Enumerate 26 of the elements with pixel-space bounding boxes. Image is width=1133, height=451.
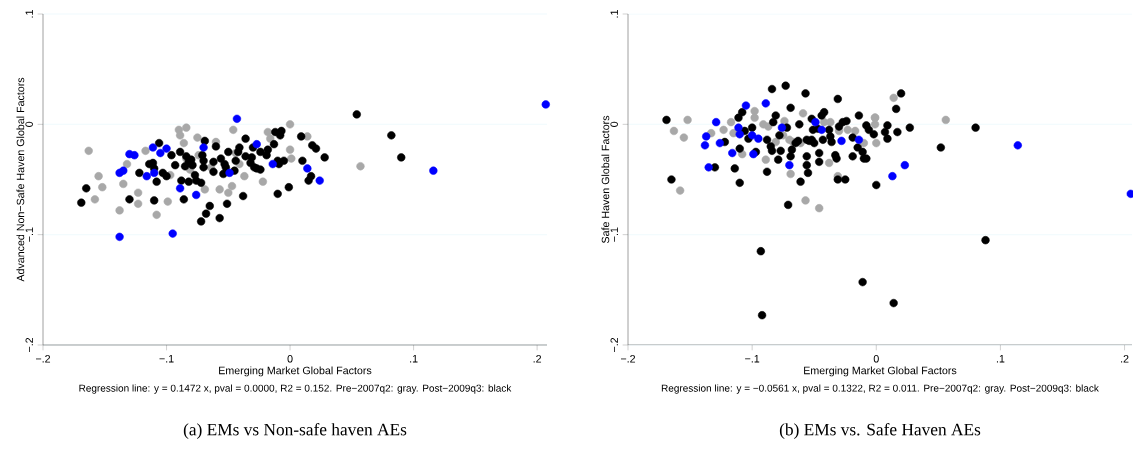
x-axis-title: Emerging Market Global Factors [219, 366, 372, 377]
x-tick-label: 0 [287, 355, 293, 363]
x-tick-label: −.2 [620, 355, 636, 363]
x-tick-label: −.1 [159, 355, 174, 363]
x-tick-label: .1 [410, 355, 418, 363]
text: Regression line: y = −0.0561 x, pval = 0.1322, R2 = 0.011. Pre−2007q2: gray. Post−2009q3: black [661, 384, 1099, 394]
x-tick-label: .2 [533, 355, 542, 363]
y-axis-title: Safe Haven Global Factors [601, 115, 610, 244]
y-tick-label: −.1 [610, 227, 618, 242]
x-tick-label: −.1 [745, 355, 760, 363]
y-tick-label: .1 [610, 10, 618, 18]
y-tick-label: −.1 [25, 227, 33, 242]
x-tick-label: 0 [873, 355, 879, 363]
y-tick-label: 0 [610, 121, 618, 127]
y-tick-label: .1 [25, 10, 33, 18]
y-tick-label: −.2 [25, 337, 33, 353]
x-tick-label: −.2 [35, 355, 51, 363]
text: (a) EMs vs Non-safe haven AEs [183, 423, 407, 439]
text: (b) EMs vs. Safe Haven AEs [779, 423, 981, 439]
y-tick-label: 0 [25, 121, 33, 127]
x-axis-title: Emerging Market Global Factors [804, 366, 957, 377]
y-axis-title: Advanced Non−Safe Haven Global Factors [16, 77, 25, 282]
x-tick-label: .1 [996, 355, 1005, 363]
x-tick-label: .2 [1121, 355, 1129, 363]
y-tick-label: −.2 [610, 337, 618, 353]
text: Regression line: y = 0.1472 x, pval = 0.0000, R2 = 0.152. Pre−2007q2: gray. Post−2009q3: black [79, 384, 512, 394]
